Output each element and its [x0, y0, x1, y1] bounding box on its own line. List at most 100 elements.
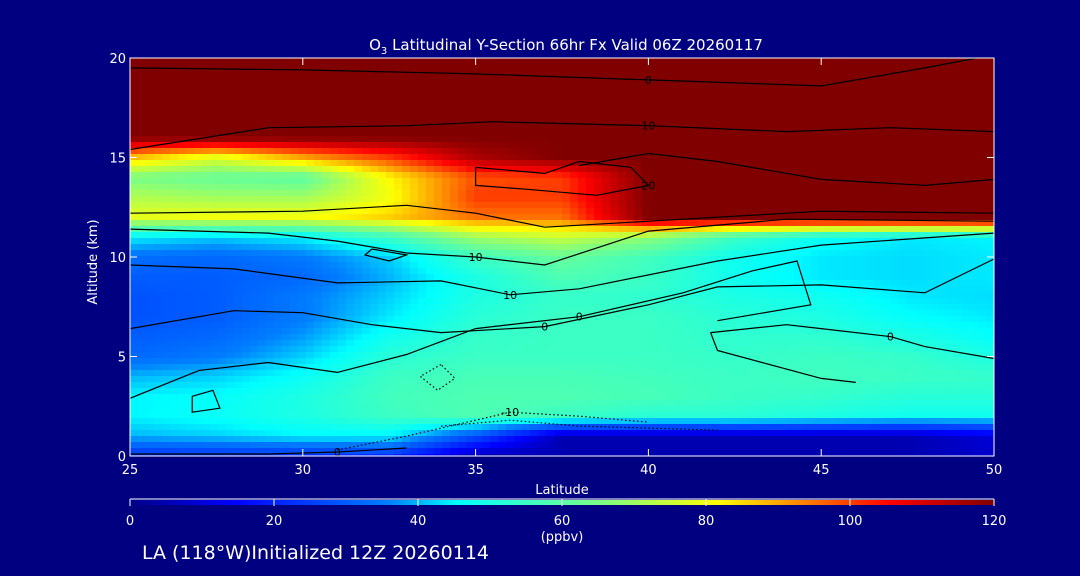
heatmap-cell — [682, 220, 691, 227]
heatmap-cell — [826, 304, 835, 311]
heatmap-cell — [810, 76, 819, 83]
heatmap-cell — [450, 262, 459, 269]
heatmap-cell — [298, 214, 307, 221]
heatmap-cell — [930, 280, 939, 287]
heatmap-cell — [290, 142, 299, 149]
heatmap-cell — [282, 322, 291, 329]
heatmap-cell — [890, 118, 899, 125]
heatmap-cell — [538, 256, 547, 263]
heatmap-cell — [594, 304, 603, 311]
heatmap-cell — [658, 124, 667, 131]
heatmap-cell — [138, 100, 147, 107]
heatmap-cell — [922, 202, 931, 209]
heatmap-cell — [138, 82, 147, 89]
heatmap-cell — [394, 268, 403, 275]
heatmap-cell — [354, 172, 363, 179]
heatmap-cell — [138, 280, 147, 287]
heatmap-cell — [594, 148, 603, 155]
heatmap-cell — [786, 166, 795, 173]
heatmap-cell — [714, 322, 723, 329]
heatmap-cell — [466, 160, 475, 167]
heatmap-cell — [482, 88, 491, 95]
heatmap-cell — [202, 262, 211, 269]
heatmap-cell — [514, 256, 523, 263]
heatmap-cell — [978, 190, 987, 197]
heatmap-cell — [282, 82, 291, 89]
heatmap-cell — [746, 166, 755, 173]
heatmap-cell — [242, 286, 251, 293]
heatmap-cell — [474, 160, 483, 167]
heatmap-cell — [842, 142, 851, 149]
heatmap-cell — [746, 220, 755, 227]
heatmap-cell — [410, 214, 419, 221]
heatmap-cell — [234, 196, 243, 203]
heatmap-cell — [794, 322, 803, 329]
heatmap-cell — [818, 178, 827, 185]
heatmap-cell — [410, 106, 419, 113]
heatmap-cell — [442, 118, 451, 125]
heatmap-cell — [570, 316, 579, 323]
heatmap-cell — [338, 328, 347, 335]
heatmap-cell — [514, 172, 523, 179]
heatmap-cell — [210, 280, 219, 287]
heatmap-cell — [538, 208, 547, 215]
heatmap-cell — [282, 88, 291, 95]
heatmap-cell — [730, 238, 739, 245]
heatmap-cell — [562, 226, 571, 233]
heatmap-cell — [978, 172, 987, 179]
heatmap-cell — [834, 58, 843, 65]
heatmap-cell — [970, 100, 979, 107]
heatmap-cell — [602, 172, 611, 179]
heatmap-cell — [202, 250, 211, 257]
heatmap-cell — [346, 232, 355, 239]
heatmap-cell — [490, 268, 499, 275]
heatmap-cell — [306, 220, 315, 227]
heatmap-cell — [266, 148, 275, 155]
heatmap-cell — [522, 232, 531, 239]
heatmap-cell — [818, 316, 827, 323]
heatmap-cell — [274, 118, 283, 125]
heatmap-cell — [338, 310, 347, 317]
heatmap-cell — [690, 76, 699, 83]
heatmap-cell — [234, 220, 243, 227]
heatmap-cell — [970, 238, 979, 245]
heatmap-cell — [602, 58, 611, 65]
heatmap-cell — [474, 226, 483, 233]
heatmap-cell — [402, 148, 411, 155]
heatmap-cell — [170, 154, 179, 161]
heatmap-cell — [930, 124, 939, 131]
heatmap-cell — [298, 256, 307, 263]
heatmap-cell — [850, 70, 859, 77]
heatmap-cell — [298, 226, 307, 233]
heatmap-cell — [514, 250, 523, 257]
heatmap-cell — [274, 142, 283, 149]
heatmap-cell — [682, 274, 691, 281]
heatmap-cell — [154, 178, 163, 185]
heatmap-cell — [890, 154, 899, 161]
heatmap-cell — [938, 232, 947, 239]
heatmap-cell — [770, 190, 779, 197]
heatmap-cell — [930, 202, 939, 209]
heatmap-cell — [146, 172, 155, 179]
heatmap-cell — [842, 184, 851, 191]
heatmap-cell — [218, 148, 227, 155]
heatmap-cell — [394, 178, 403, 185]
heatmap-cell — [746, 154, 755, 161]
heatmap-cell — [962, 100, 971, 107]
heatmap-cell — [810, 106, 819, 113]
heatmap-cell — [834, 256, 843, 263]
heatmap-cell — [970, 280, 979, 287]
heatmap-cell — [738, 178, 747, 185]
heatmap-cell — [834, 292, 843, 299]
heatmap-cell — [202, 58, 211, 65]
heatmap-cell — [978, 328, 987, 335]
heatmap-cell — [202, 226, 211, 233]
heatmap-cell — [130, 232, 139, 239]
heatmap-cell — [922, 226, 931, 233]
heatmap-cell — [922, 256, 931, 263]
heatmap-cell — [738, 322, 747, 329]
heatmap-cell — [722, 220, 731, 227]
heatmap-cell — [290, 130, 299, 137]
heatmap-cell — [946, 244, 955, 251]
heatmap-cell — [330, 232, 339, 239]
